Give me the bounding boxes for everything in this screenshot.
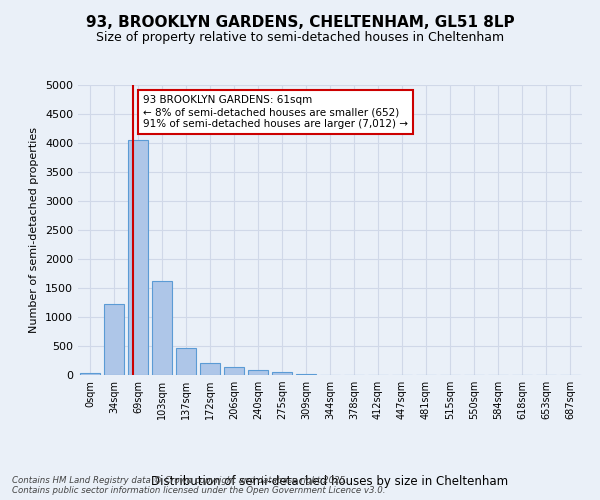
Bar <box>152 281 172 375</box>
Text: 93, BROOKLYN GARDENS, CHELTENHAM, GL51 8LP: 93, BROOKLYN GARDENS, CHELTENHAM, GL51 8… <box>86 15 514 30</box>
Bar <box>272 372 292 375</box>
Text: Size of property relative to semi-detached houses in Cheltenham: Size of property relative to semi-detach… <box>96 31 504 44</box>
Bar <box>176 348 196 375</box>
Bar <box>296 374 316 375</box>
Bar <box>128 140 148 375</box>
Bar <box>224 366 244 375</box>
Y-axis label: Number of semi-detached properties: Number of semi-detached properties <box>29 127 40 333</box>
Bar <box>80 374 100 375</box>
Text: 93 BROOKLYN GARDENS: 61sqm
← 8% of semi-detached houses are smaller (652)
91% of: 93 BROOKLYN GARDENS: 61sqm ← 8% of semi-… <box>143 96 408 128</box>
Text: Contains HM Land Registry data © Crown copyright and database right 2025.
Contai: Contains HM Land Registry data © Crown c… <box>12 476 386 495</box>
Bar <box>248 370 268 375</box>
X-axis label: Distribution of semi-detached houses by size in Cheltenham: Distribution of semi-detached houses by … <box>151 475 509 488</box>
Bar <box>200 364 220 375</box>
Bar <box>104 304 124 375</box>
